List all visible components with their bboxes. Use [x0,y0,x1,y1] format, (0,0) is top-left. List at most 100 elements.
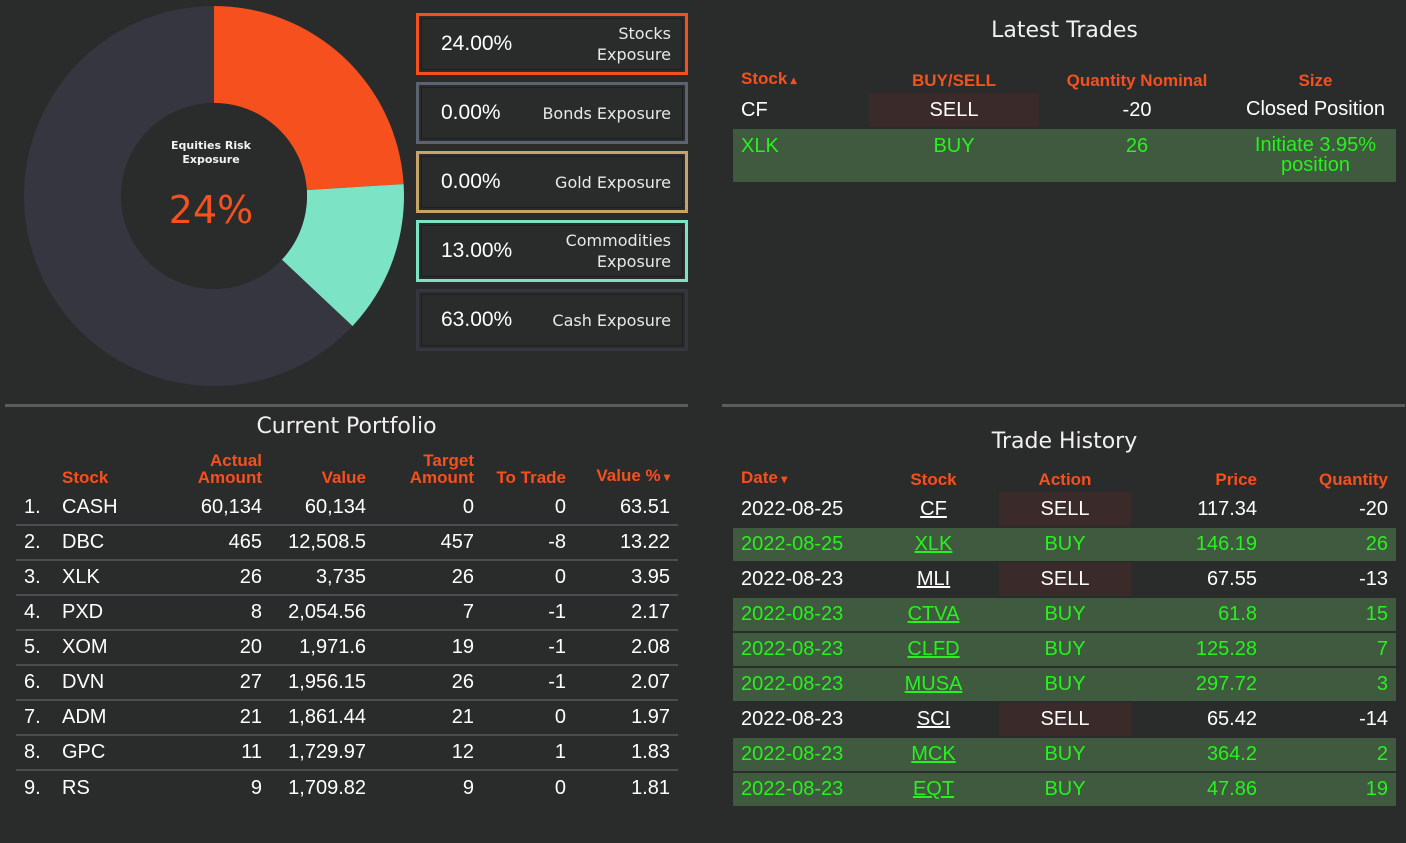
history-action: BUY [999,632,1131,668]
col-target-amount[interactable]: Target Amount [409,451,474,487]
history-stock-link[interactable]: CLFD [868,632,999,668]
col-quantity-nominal[interactable]: Quantity Nominal [1066,71,1208,90]
history-row[interactable]: 2022-08-23 SCI SELL 65.42 -14 [733,702,1396,738]
history-date: 2022-08-25 [733,527,868,563]
row-target-amount: 9 [462,776,474,799]
history-title: Trade History [991,429,1138,454]
donut-slice-cash[interactable] [24,6,353,386]
trade-action: SELL [869,93,1039,129]
portfolio-row[interactable]: 7. ADM 21 1,861.44 21 0 1.97 [16,700,678,736]
history-row[interactable]: 2022-08-23 MUSA BUY 297.72 3 [733,667,1396,703]
row-index: 9. [24,776,41,799]
col-value[interactable]: Value [321,468,366,487]
latest-trade-row[interactable]: XLK BUY 26 Initiate 3.95% position [733,128,1396,184]
history-stock-link[interactable]: CF [868,492,999,528]
history-row[interactable]: 2022-08-23 CTVA BUY 61.8 15 [733,597,1396,633]
row-actual-amount: 20 [154,630,270,666]
row-value-pct: 3.95 [574,560,678,596]
history-stock-link[interactable]: MLI [868,562,999,598]
history-price: 125.28 [1131,632,1265,668]
donut-slice-stocks[interactable] [214,6,404,191]
row-stock: XLK [54,560,154,596]
row-index: 5. [16,630,54,666]
history-row[interactable]: 2022-08-23 MCK BUY 364.2 2 [733,737,1396,773]
portfolio-row[interactable]: 9. RS 9 1,709.82 9 0 1.81 [16,770,678,805]
history-row[interactable]: 2022-08-25 CF SELL 117.34 -20 [733,492,1396,528]
donut-value: 24% [168,188,254,232]
left-divider [5,404,688,407]
row-value: 60,134 [270,490,374,526]
row-actual-amount: 9 [250,776,262,799]
col-quantity[interactable]: Quantity [1319,470,1388,489]
col-date[interactable]: Date [733,468,868,492]
latest-trade-row[interactable]: CF SELL -20 Closed Position [733,93,1396,129]
history-date: 2022-08-23 [733,702,868,738]
portfolio-row[interactable]: 3. XLK 26 3,735 26 0 3.95 [16,560,678,596]
col-stock[interactable]: Stock [910,470,957,489]
exposure-card-3: 13.00% Commodities Exposure [416,220,688,282]
row-value-pct: 1.97 [574,700,678,736]
latest-trades-title: Latest Trades [991,18,1138,43]
col-size[interactable]: Size [1298,71,1333,90]
exposure-pct: 24.00% [441,32,513,55]
row-stock: GPC [54,735,154,771]
exposure-label: Bonds Exposure [542,103,671,123]
col-price[interactable]: Price [1215,470,1257,489]
exposure-card-1: 0.00% Bonds Exposure [416,82,688,144]
portfolio-row[interactable]: 5. XOM 20 1,971.6 19 -1 2.08 [16,630,678,666]
exposure-card-2: 0.00% Gold Exposure [416,151,688,213]
portfolio-row[interactable]: 4. PXD 8 2,054.56 7 -1 2.17 [16,595,678,631]
history-action: BUY [999,527,1131,563]
history-stock-link[interactable]: EQT [868,772,999,808]
row-to-trade: 1 [482,735,574,771]
card-inner [421,87,683,139]
row-actual-amount: 465 [154,525,270,561]
trade-action: BUY [869,128,1039,184]
row-to-trade: 0 [482,700,574,736]
row-target-amount: 12 [374,735,482,771]
row-value-pct: 1.81 [631,776,670,799]
col-actual-amount[interactable]: Actual Amount [197,451,262,487]
history-row[interactable]: 2022-08-23 EQT BUY 47.86 19 [733,772,1396,808]
row-index: 3. [16,560,54,596]
portfolio-row[interactable]: 6. DVN 27 1,956.15 26 -1 2.07 [16,665,678,701]
col-action[interactable]: Action [1038,470,1092,489]
portfolio-row[interactable]: 8. GPC 11 1,729.97 12 1 1.83 [16,735,678,771]
history-price: 117.34 [1131,492,1265,528]
history-price: 47.86 [1131,772,1265,808]
row-index: 6. [16,665,54,701]
history-action: SELL [999,702,1131,738]
row-value-pct: 2.07 [574,665,678,701]
history-stock-link[interactable]: XLK [868,527,999,563]
row-stock: XOM [54,630,154,666]
history-stock-link[interactable]: MCK [868,737,999,773]
history-stock-link[interactable]: MUSA [868,667,999,703]
row-value: 1,971.6 [270,630,374,666]
col-stock[interactable]: Stock [62,468,109,487]
row-stock: RS [62,776,90,799]
history-price: 364.2 [1131,737,1265,773]
history-stock-link[interactable]: SCI [868,702,999,738]
trade-stock: CF [733,93,869,129]
row-value: 2,054.56 [270,595,374,631]
row-target-amount: 21 [374,700,482,736]
history-row[interactable]: 2022-08-25 XLK BUY 146.19 26 [733,527,1396,563]
row-stock: PXD [54,595,154,631]
col-to-trade[interactable]: To Trade [496,468,566,487]
donut-slice-commodities[interactable] [281,184,404,327]
history-row[interactable]: 2022-08-23 MLI SELL 67.55 -13 [733,562,1396,598]
col-buysell[interactable]: BUY/SELL [911,71,997,90]
row-value: 12,508.5 [270,525,374,561]
row-index: 4. [16,595,54,631]
history-stock-link[interactable]: CTVA [868,597,999,633]
latest-trades-table: Stock BUY/SELL Quantity Nominal Size CF … [733,70,1396,184]
col-stock[interactable]: Stock [733,70,869,93]
portfolio-row[interactable]: 2. DBC 465 12,508.5 457 -8 13.22 [16,525,678,561]
history-row[interactable]: 2022-08-23 CLFD BUY 125.28 7 [733,632,1396,668]
history-quantity: -13 [1265,562,1396,598]
col-value-pct[interactable]: Value % [574,452,678,490]
portfolio-row[interactable]: 1. CASH 60,134 60,134 0 0 63.51 [16,490,678,526]
row-to-trade: -1 [482,595,574,631]
row-target-amount: 26 [374,560,482,596]
card-inner [421,18,683,70]
